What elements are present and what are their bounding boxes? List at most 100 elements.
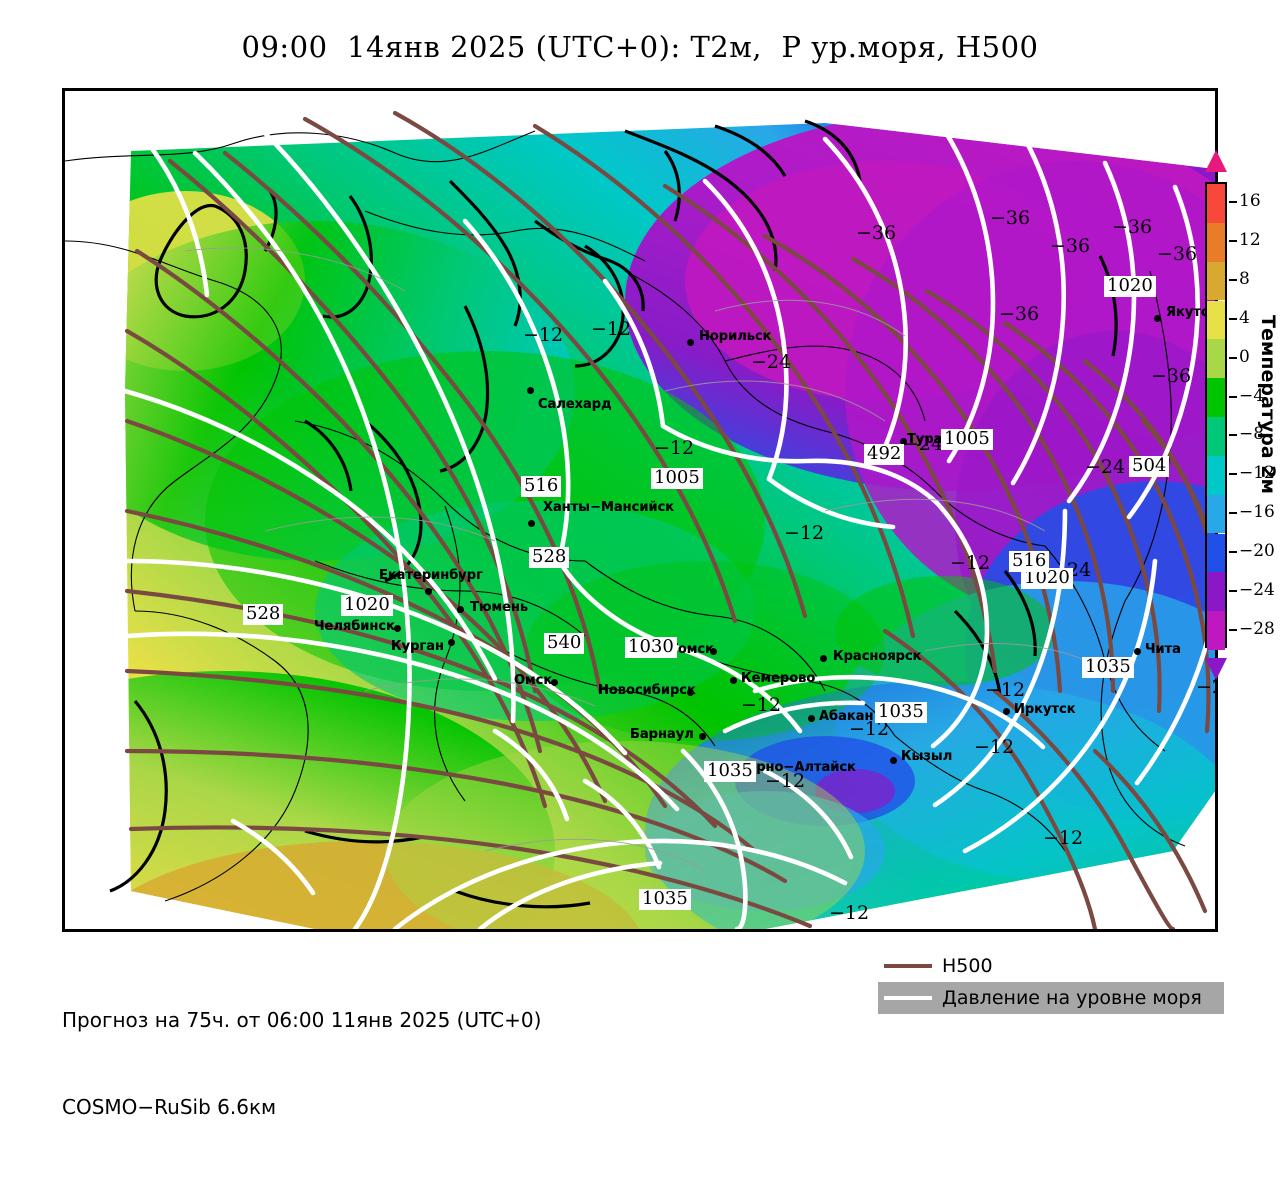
legend-item: H500 (878, 950, 1224, 982)
isotherm-label: −12 (654, 437, 695, 459)
colorbar-band (1207, 611, 1225, 650)
colorbar-band (1207, 300, 1225, 340)
city-dot (1134, 648, 1141, 655)
city-dot (710, 648, 717, 655)
colorbar-tick (1229, 240, 1237, 243)
colorbar-band (1207, 494, 1225, 534)
colorbar-tick (1229, 434, 1237, 437)
colorbar-band (1207, 184, 1225, 223)
mslp-contours (122, 128, 1215, 929)
map-canvas (65, 91, 1215, 929)
h500-contour-label: 516 (1009, 551, 1050, 572)
colorbar-band (1207, 339, 1225, 379)
isotherm-label: −36 (1050, 235, 1091, 257)
colorbar[interactable]: 16 12 8 4 0 −4 −8 −12 −16 −20 −24 −28 Температура 2… (1205, 150, 1280, 680)
weather-map-page: 09:00 14янв 2025 (UTC+0): T2м, P ур.моря… (62, 30, 1280, 1119)
city-dot (394, 625, 401, 632)
city-label: Норильск (699, 329, 772, 344)
city-label: Кемерово (741, 671, 816, 686)
city-dot (890, 757, 897, 764)
city-label: Курган (391, 639, 444, 654)
legend-label: Давление на уровне моря (942, 987, 1202, 1009)
city-label: Иркутск (1014, 702, 1076, 717)
city-label: Тюмень (470, 600, 529, 615)
colorbar-bands (1205, 182, 1227, 650)
city-label: Барнаул (630, 727, 694, 742)
isotherm-label: −24 (1196, 676, 1215, 698)
colorbar-tick (1229, 201, 1237, 204)
footer-line-1: Прогноз на 75ч. от 06:00 11янв 2025 (UTC… (62, 1008, 542, 1032)
legend-item: Давление на уровне моря (878, 982, 1224, 1014)
colorbar-band (1207, 261, 1225, 301)
pressure-contour-label: 1035 (639, 889, 691, 910)
city-dot (1154, 315, 1161, 322)
city-label: Красноярск (833, 649, 922, 664)
colorbar-tick-label: 16 (1239, 191, 1261, 212)
pressure-contour-label: 1020 (1104, 276, 1156, 297)
city-label: Якутск (1166, 305, 1218, 320)
colorbar-band (1207, 222, 1225, 262)
city-dot (900, 438, 907, 445)
h500-contour-label: 492 (864, 444, 905, 465)
city-dot (528, 520, 535, 527)
city-dot (730, 677, 737, 684)
h500-contour-label: 540 (544, 633, 585, 654)
isotherm-label: −36 (1151, 365, 1192, 387)
city-label: Екатеринбург (379, 568, 483, 583)
isotherm-label: −12 (829, 902, 870, 924)
map-frame[interactable]: Норильск Салехард Якутск Ханты−Мансийск Екат… (62, 88, 1218, 932)
h500-contours (124, 110, 1215, 929)
isotherm-label: −12 (741, 694, 782, 716)
colorbar-tick (1229, 317, 1237, 320)
colorbar-title: Температура 2м (1257, 315, 1279, 494)
city-label: Тура (907, 432, 943, 447)
isotherm-label: −12 (1043, 827, 1084, 849)
colorbar-tick-label: −16 (1239, 502, 1275, 523)
colorbar-tick-label: −4 (1239, 385, 1265, 406)
city-label: Салехард (538, 397, 612, 412)
colorbar-tick (1229, 279, 1237, 282)
colorbar-band (1207, 417, 1225, 456)
city-label: Новосибирск (598, 683, 696, 698)
isotherm-label: −24 (1085, 456, 1126, 478)
pressure-contour-label: 1035 (875, 702, 927, 723)
colorbar-tick (1229, 473, 1237, 476)
pressure-contour-label: 1005 (941, 429, 993, 450)
footer-line-2: COSMO−RuSib 6.6км (62, 1095, 277, 1119)
isotherm-label: −36 (1157, 243, 1198, 265)
isotherm-label: −36 (999, 303, 1040, 325)
city-dot (551, 679, 558, 686)
city-dot (457, 606, 464, 613)
colorbar-band (1207, 455, 1225, 495)
city-label: Омск (514, 673, 553, 688)
city-dot (1003, 708, 1010, 715)
page-title: 09:00 14янв 2025 (UTC+0): T2м, P ур.моря… (241, 30, 1039, 64)
colorbar-band (1207, 572, 1225, 612)
city-dot (687, 339, 694, 346)
city-dot (527, 387, 534, 394)
colorbar-tick-label: −28 (1239, 618, 1275, 639)
colorbar-tick-label: −20 (1239, 540, 1275, 561)
colorbar-tick (1229, 395, 1237, 398)
isotherm-label: −24 (751, 351, 792, 373)
city-label: Чита (1145, 642, 1181, 657)
h500-contour-label: 528 (243, 604, 284, 625)
h500-contour-label: 504 (1129, 456, 1170, 477)
city-label: Кызыл (901, 749, 953, 764)
colorbar-tick-label: −24 (1239, 579, 1275, 600)
legend-label: H500 (942, 955, 993, 977)
temperature-field (125, 123, 1215, 929)
isotherm-label: −36 (1112, 216, 1153, 238)
city-label: Челябинск (314, 619, 395, 634)
isotherm-label: −12 (985, 679, 1026, 701)
isotherm-label: −12 (974, 736, 1015, 758)
isotherm-label: −12 (765, 770, 806, 792)
isotherm-label: −24 (903, 433, 944, 455)
colorbar-tick-label: −8 (1239, 424, 1265, 445)
isotherm-label: −12 (784, 522, 825, 544)
city-dot (820, 655, 827, 662)
isotherm-label: −12 (950, 552, 991, 574)
pressure-contour-label: 1035 (1082, 657, 1134, 678)
colorbar-band (1207, 378, 1225, 417)
colorbar-band (1207, 533, 1225, 573)
